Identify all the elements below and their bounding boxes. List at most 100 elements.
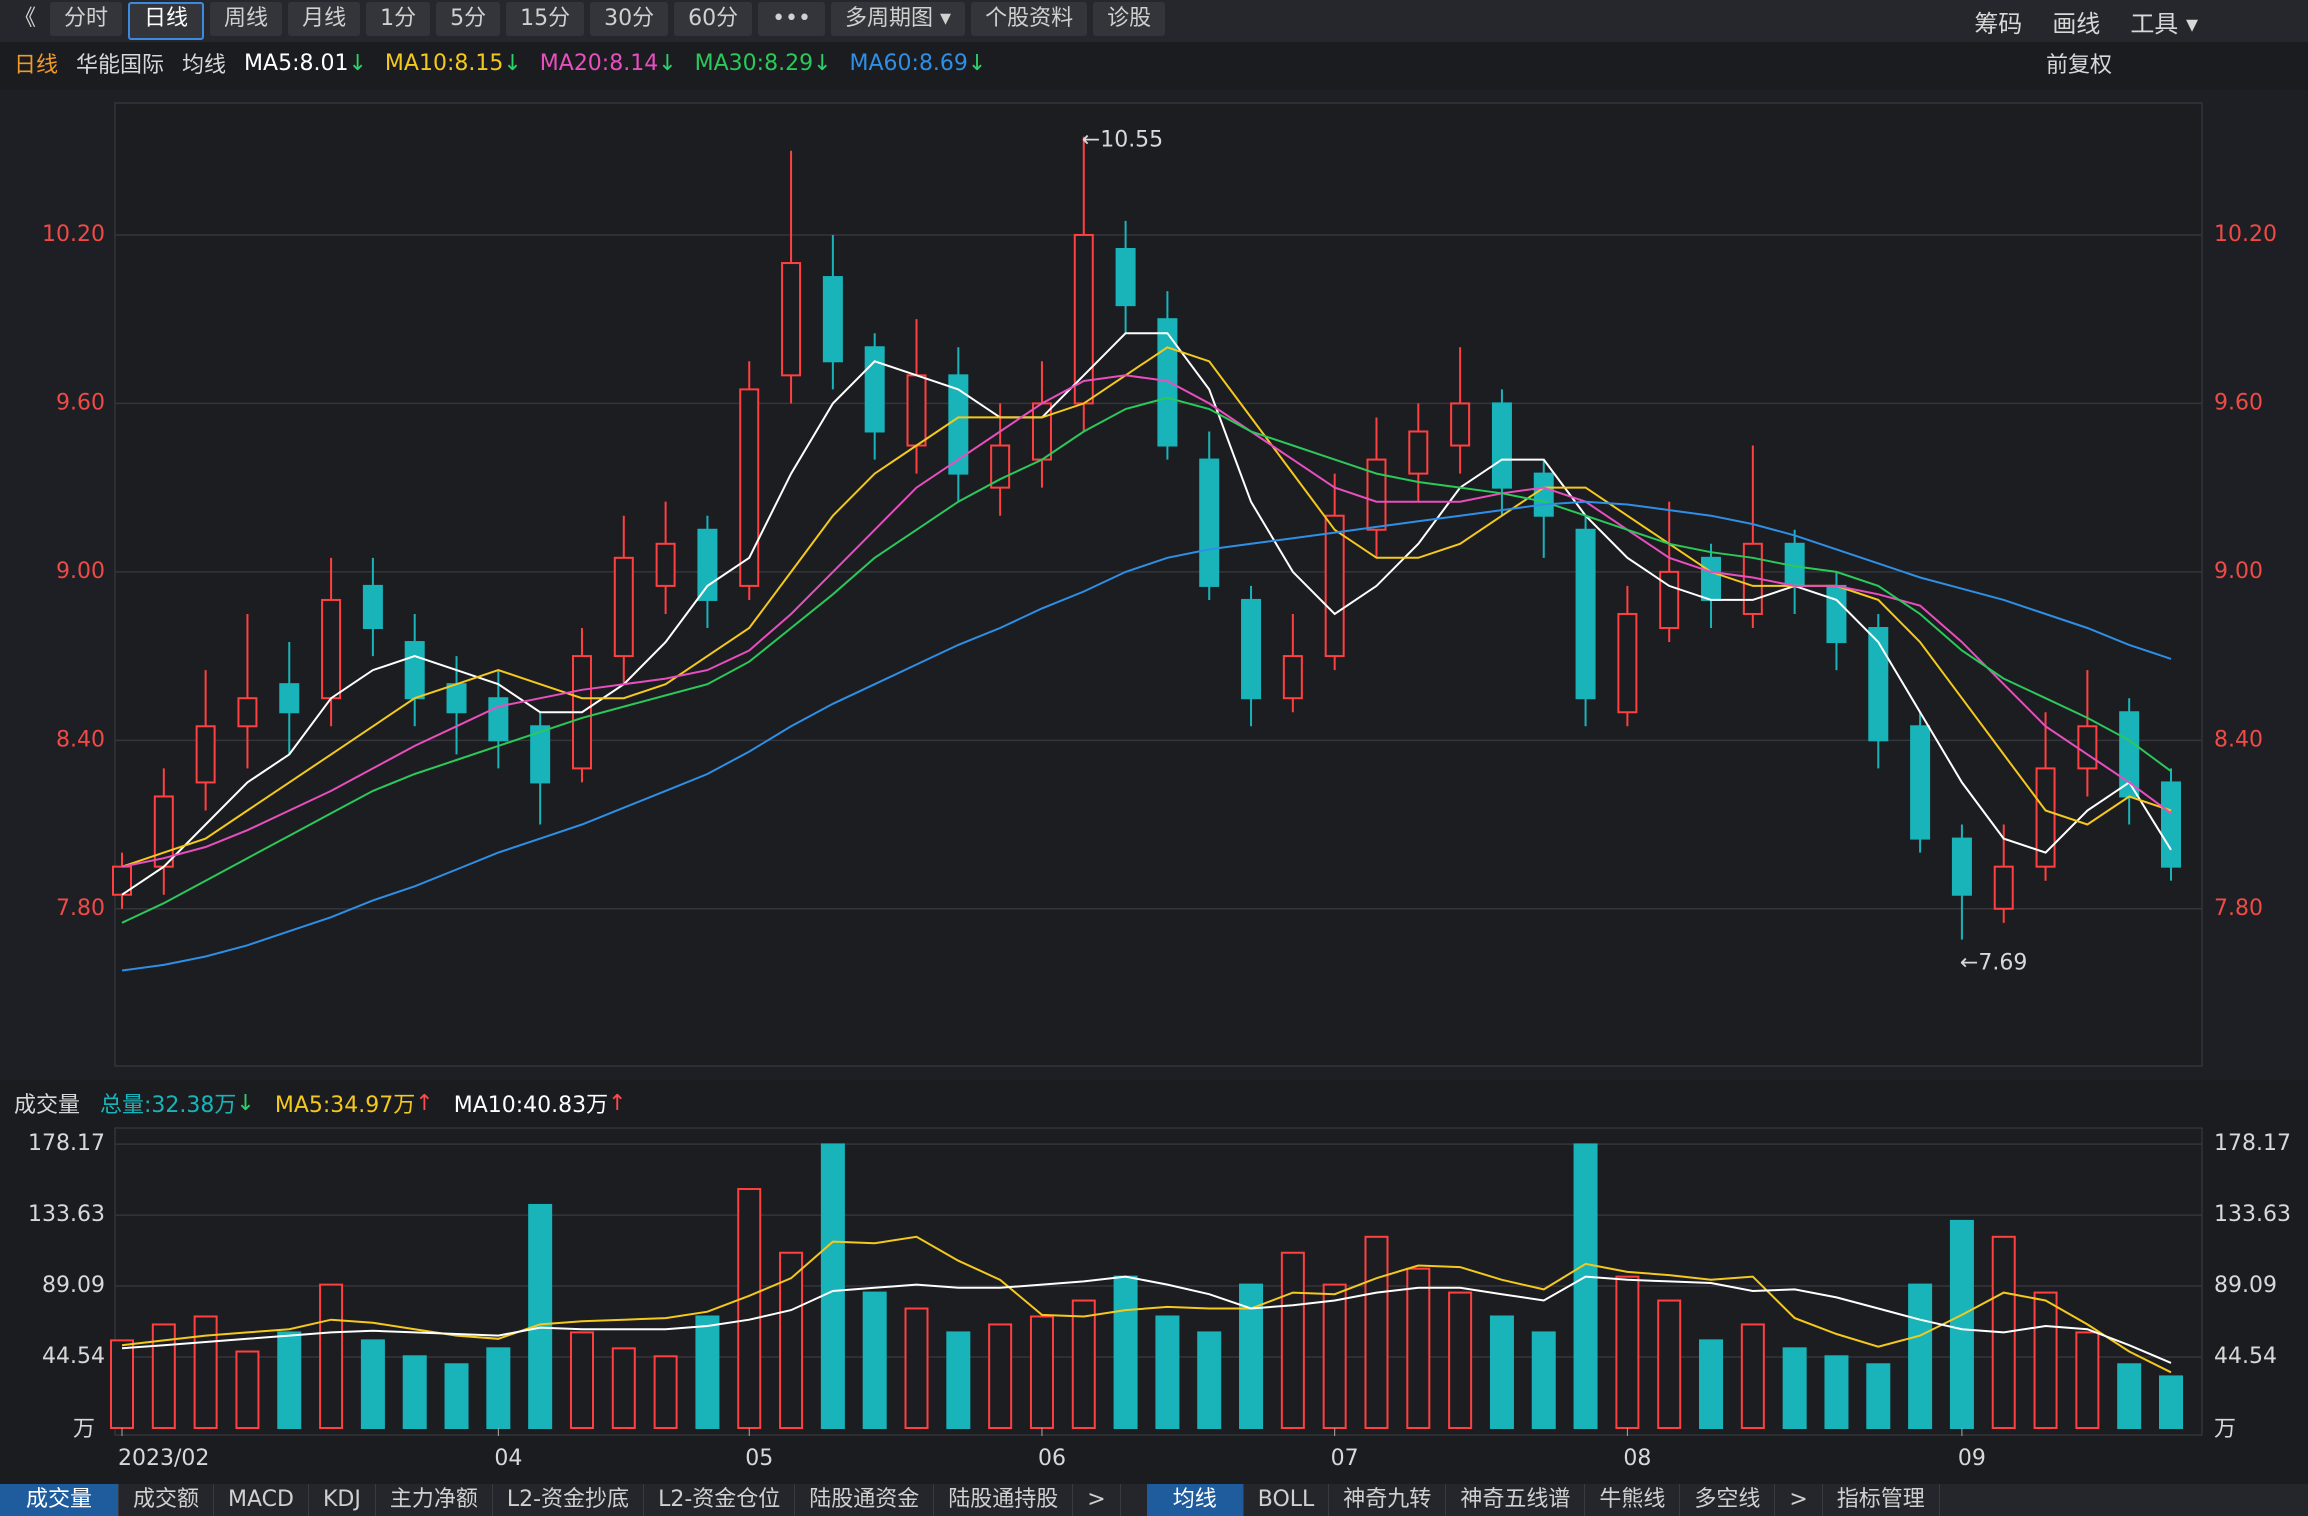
volume-ma-line xyxy=(121,1235,2172,1374)
toolbar-button[interactable]: 分时 xyxy=(50,2,123,36)
tab[interactable]: 牛熊线 xyxy=(1585,1484,1681,1516)
candle-body xyxy=(1575,528,1596,700)
toolbar-button[interactable]: 60分 xyxy=(674,2,753,36)
volume-bar xyxy=(1155,1315,1180,1429)
toolbar-button[interactable]: 周线 xyxy=(210,2,283,36)
ma-line xyxy=(121,396,2172,924)
volume-bar xyxy=(1699,1339,1724,1430)
candle-body xyxy=(1115,247,1136,307)
tool-buttons: 筹码 画线 工具 ▾ xyxy=(1974,4,2198,39)
tab[interactable]: 成交额 xyxy=(119,1484,215,1516)
candle-body xyxy=(864,346,885,433)
candle-body xyxy=(1241,598,1262,700)
tab[interactable]: BOLL xyxy=(1244,1484,1330,1516)
indicator-tabs: 成交量 成交额 MACD KDJ 主力净额 L2-资金抄底 L2-资金仓位 陆股通资金 陆股通持… xyxy=(0,1484,2308,1516)
toolbar-button[interactable]: 5分 xyxy=(436,2,501,36)
toolbar-button[interactable]: 个股资料 xyxy=(971,2,1088,36)
tab[interactable]: KDJ xyxy=(309,1484,376,1516)
volume-bar xyxy=(1782,1347,1807,1429)
legend-trend: ↓ xyxy=(813,50,832,76)
tab[interactable]: 指标管理 xyxy=(1823,1484,1940,1516)
adjust-label[interactable]: 前复权 xyxy=(2045,53,2112,78)
volume-bar xyxy=(319,1283,344,1430)
x-tick-label: 2023/02 xyxy=(118,1446,209,1471)
legend-entry: MA60:8.69 xyxy=(849,50,968,76)
x-tick-label: 06 xyxy=(1038,1446,1066,1471)
tab[interactable]: > xyxy=(1775,1484,1823,1516)
volume-unit: 万 xyxy=(73,1417,95,1442)
candle-body xyxy=(1868,627,1889,742)
toolbar-button[interactable]: 月线 xyxy=(288,2,361,36)
volume-bar xyxy=(1740,1323,1765,1430)
candle-body xyxy=(1910,725,1931,840)
period-label: 日线 xyxy=(14,53,59,78)
toolbar-button[interactable]: 工具 ▾ xyxy=(2130,9,2198,38)
toolbar-button[interactable]: 日线 xyxy=(128,2,205,40)
tab[interactable]: 神奇九转 xyxy=(1329,1484,1447,1516)
volume-bar xyxy=(946,1331,971,1429)
candle-body xyxy=(1450,402,1471,447)
toolbar-button[interactable]: 画线 xyxy=(2052,9,2101,38)
toolbar-button[interactable]: 筹码 xyxy=(1974,9,2023,38)
ma-line xyxy=(121,500,2172,972)
volume-bar xyxy=(737,1188,762,1429)
volume-bar xyxy=(1322,1283,1347,1430)
volume-bar xyxy=(779,1251,804,1430)
ma-title: 均线 xyxy=(182,53,227,78)
candle-body xyxy=(530,725,551,784)
candle-body xyxy=(321,598,342,700)
x-tick-label: 08 xyxy=(1623,1446,1651,1471)
volume-trend: ↑ xyxy=(415,1090,434,1116)
volume-bar xyxy=(1113,1275,1138,1429)
legend-entry: MA20:8.14 xyxy=(539,50,659,76)
y-tick-label: 44.54 xyxy=(42,1344,105,1369)
x-tick-label: 05 xyxy=(745,1446,773,1471)
volume-bar xyxy=(151,1323,176,1430)
period-buttons: 《分时 日线 周线 月线 1分 5分 15分 30分 60分 ••• 多周期图 ▾ 个股资料 诊股 xyxy=(0,2,1166,40)
legend: 日线 华能国际 均线 MA5:8.01 ↓ MA10:8.15 ↓ MA20:8.14 ↓… xyxy=(14,44,986,82)
price-plot xyxy=(114,102,2203,1067)
volume-ma-line xyxy=(121,1275,2172,1364)
volume-unit: 万 xyxy=(2214,1417,2236,1442)
tab[interactable]: 陆股通持股 xyxy=(934,1484,1074,1516)
candle-body xyxy=(1491,402,1512,489)
candle-body xyxy=(1408,430,1429,475)
tab[interactable]: 多空线 xyxy=(1680,1484,1776,1516)
adjust[interactable]: 前复权 xyxy=(2046,44,2112,82)
candle-body xyxy=(1324,514,1345,658)
candle-body xyxy=(1993,865,2014,910)
volume-bar xyxy=(611,1347,636,1429)
y2-tick-label: 10.20 xyxy=(2214,222,2277,247)
tabs-left: 成交量 成交额 MACD KDJ 主力净额 L2-资金抄底 L2-资金仓位 陆股通资金 陆股通持… xyxy=(0,1484,1121,1516)
toolbar-button[interactable]: 1分 xyxy=(366,2,431,36)
volume-bar xyxy=(360,1339,385,1430)
toolbar-button[interactable]: 15分 xyxy=(506,2,585,36)
volume-bar xyxy=(862,1291,887,1429)
tab[interactable]: 均线 xyxy=(1146,1484,1244,1516)
y2-tick-label: 44.54 xyxy=(2214,1344,2277,1369)
tabs-right: 均线 BOLL 神奇九转 神奇五线谱 牛熊线 多空线 > 指标管理 xyxy=(1146,1484,1940,1516)
y2-tick-label: 133.63 xyxy=(2214,1202,2291,1227)
toolbar-button[interactable]: 多周期图 ▾ xyxy=(831,2,966,36)
tab[interactable]: 主力净额 xyxy=(376,1484,493,1516)
tab[interactable]: 成交量 xyxy=(0,1484,120,1516)
tab[interactable]: L2-资金仓位 xyxy=(644,1484,796,1516)
toolbar-button[interactable]: ••• xyxy=(758,2,826,36)
ma-line xyxy=(121,332,2172,896)
volume-bar xyxy=(1448,1291,1473,1429)
toolbar-button[interactable]: 30分 xyxy=(590,2,669,36)
toolbar-button[interactable]: 诊股 xyxy=(1093,2,1166,36)
volume-bar xyxy=(1406,1267,1431,1430)
tab[interactable]: MACD xyxy=(214,1484,309,1516)
y-tick-label: 178.17 xyxy=(28,1131,105,1156)
toolbar-button[interactable]: 《 xyxy=(14,6,37,31)
tab[interactable]: > xyxy=(1073,1484,1121,1516)
candle-body xyxy=(613,556,634,658)
tab[interactable]: 陆股通资金 xyxy=(795,1484,935,1516)
legend-trend: ↓ xyxy=(967,50,987,76)
tab[interactable]: 神奇五线谱 xyxy=(1446,1484,1586,1516)
legend-trend: ↓ xyxy=(348,50,367,76)
tab[interactable]: L2-资金抄底 xyxy=(493,1484,645,1516)
